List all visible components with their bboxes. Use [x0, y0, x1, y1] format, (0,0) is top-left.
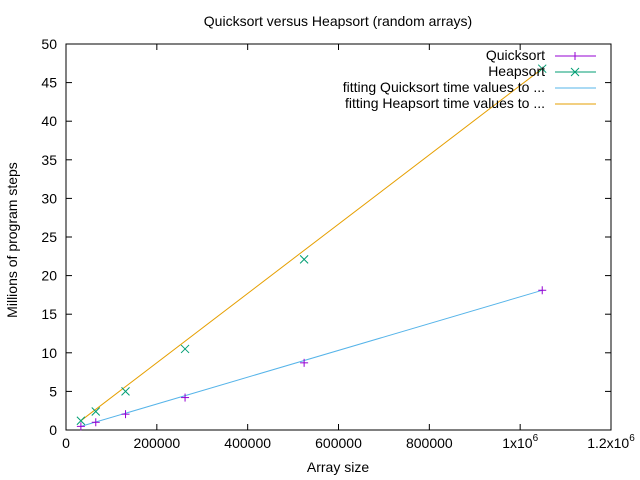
x-tick-label-base: 1.2x10: [587, 435, 629, 451]
heapsort-marker-b: [299, 255, 309, 264]
x-tick-label-base: 600000: [315, 435, 362, 451]
x-tick-label: 1.2x106: [587, 433, 635, 451]
y-tick-label: 5: [49, 383, 57, 399]
heapsort-point: [180, 344, 190, 354]
quicksort-point: [538, 286, 547, 295]
x-tick-label-exponent: 6: [629, 433, 635, 444]
y-tick-label: 45: [41, 75, 57, 91]
x-axis-label: Array size: [307, 459, 369, 475]
x-tick-label: 800000: [406, 435, 453, 451]
x-tick-label: 600000: [315, 435, 362, 451]
heapsort-marker-b: [121, 387, 130, 396]
legend-label: Heapsort: [488, 63, 545, 79]
x-tick-label-base: 400000: [224, 435, 271, 451]
heapsort-marker-b: [180, 344, 190, 354]
fit-line-heapsort: [80, 68, 543, 422]
x-tick-label-base: 800000: [406, 435, 453, 451]
quicksort-point: [121, 410, 130, 419]
x-tick-label: 0: [62, 435, 70, 451]
y-tick-label: 20: [41, 268, 57, 284]
axis-ticks: 0 5 10 15 20 25 30 35 40 45 50 0 200000 400000 600000 8…: [41, 36, 635, 451]
heapsort-marker-b: [91, 407, 101, 416]
heapsort-point: [76, 416, 86, 426]
y-tick-label: 40: [41, 113, 57, 129]
y-tick-label: 50: [41, 36, 57, 52]
y-tick-label: 10: [41, 345, 57, 361]
y-tick-label: 15: [41, 306, 57, 322]
chart-title: Quicksort versus Heapsort (random arrays…: [204, 13, 472, 29]
y-tick-label: 30: [41, 190, 57, 206]
legend-label: fitting Heapsort time values to ...: [345, 95, 545, 111]
quicksort-point: [300, 358, 309, 367]
heapsort-marker-b: [76, 416, 86, 426]
heapsort-point: [537, 64, 547, 74]
quicksort-point: [91, 418, 100, 427]
heapsort-point: [299, 255, 309, 264]
x-tick-label: 200000: [133, 435, 180, 451]
x-tick-label: 400000: [224, 435, 271, 451]
y-tick-label: 35: [41, 152, 57, 168]
legend-label: fitting Quicksort time values to ...: [343, 79, 545, 95]
quicksort-point: [181, 393, 190, 402]
heapsort-point: [121, 387, 130, 396]
legend-label: Quicksort: [486, 47, 545, 63]
y-axis-label: Millions of program steps: [4, 162, 20, 318]
fit-line-quicksort: [80, 289, 543, 427]
y-tick-label: 0: [49, 422, 57, 438]
x-tick-label: 1x106: [502, 433, 538, 451]
heapsort-marker-b: [537, 64, 547, 74]
heapsort-point: [91, 407, 101, 416]
legend-swatch-marker-b: [570, 67, 580, 77]
quicksort-point: [76, 422, 85, 431]
x-tick-label-base: 200000: [133, 435, 180, 451]
x-tick-label-base: 0: [62, 435, 70, 451]
series-layer: [76, 64, 547, 431]
y-tick-label: 25: [41, 229, 57, 245]
x-tick-label-base: 1x10: [502, 435, 533, 451]
x-tick-label-exponent: 6: [533, 433, 539, 444]
